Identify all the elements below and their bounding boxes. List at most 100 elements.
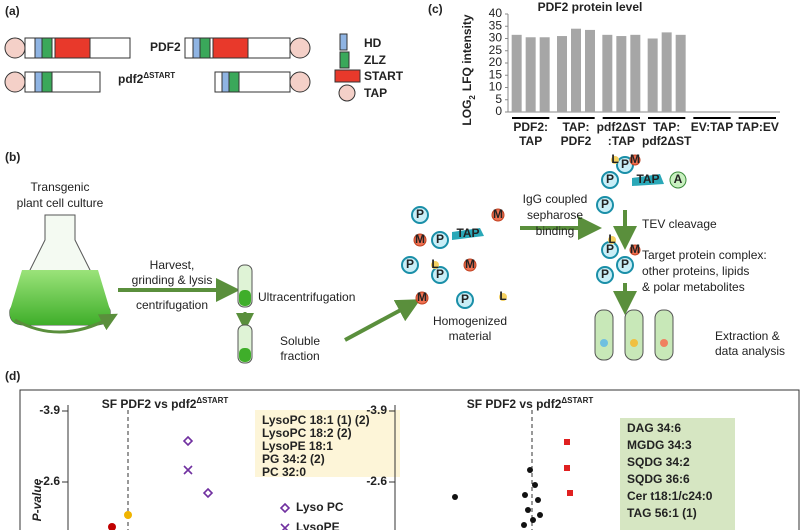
x-tick-label: PDF2: <box>513 120 548 134</box>
bar <box>557 36 567 112</box>
molecule-label: P <box>406 257 414 271</box>
y-tick-label: -2.6 <box>39 474 60 488</box>
domain-legend: TAP <box>364 86 387 100</box>
y-tick-label: -3.9 <box>39 403 60 417</box>
molecule-label: L <box>608 232 615 246</box>
lipid-label: Cer t18:1/c24:0 <box>627 489 713 503</box>
lipid-label: LysoPE 18:1 <box>262 439 333 453</box>
legend-label: Lyso PC <box>296 500 344 514</box>
lipid-label: LysoPC 18:1 (1) (2) <box>262 413 370 427</box>
y-tick-label: -2.6 <box>366 474 387 488</box>
molecule-label: TAP <box>456 226 479 240</box>
molecule-label: P <box>416 207 424 221</box>
x-tick-label: TAP <box>519 134 542 148</box>
molecule-label: TAP <box>636 172 659 186</box>
panel-label: (c) <box>428 2 443 16</box>
step-label: plant cell culture <box>17 196 104 210</box>
y-axis-label: P-value <box>30 478 44 521</box>
molecule-label: P <box>606 242 614 256</box>
y-tick-label: 15 <box>489 67 503 81</box>
step-label: binding <box>536 224 575 238</box>
workflow-drawing <box>9 154 687 364</box>
y-tick-label: 40 <box>489 6 503 20</box>
step-label: sepharose <box>527 208 583 222</box>
y-axis-label: LOG2 LFQ intensity <box>460 14 476 125</box>
molecule-label: M <box>630 242 640 256</box>
molecule-label: M <box>417 290 427 304</box>
construct-name: PDF2 <box>150 40 181 54</box>
volcano-title-main: SF PDF2 vs pdf2 <box>102 397 197 411</box>
y-tick-label: 20 <box>489 55 503 69</box>
bar <box>661 32 672 112</box>
step-label: grinding & lysis <box>132 273 213 287</box>
y-axis-label-main: LOG <box>460 100 474 126</box>
step-label: Harvest, <box>150 258 195 272</box>
molecule-label: P <box>436 232 444 246</box>
step-label: Target protein complex: <box>642 248 767 262</box>
x-tick-label: EV:TAP <box>691 120 733 134</box>
y-tick-label: 35 <box>489 18 503 32</box>
step-label: material <box>449 329 492 343</box>
molecule-label: P <box>436 267 444 281</box>
volcano-title: SF PDF2 vs pdf2ΔSTART <box>467 396 594 412</box>
step-label: IgG coupled <box>523 192 588 206</box>
construct-name-main: pdf2 <box>118 72 144 86</box>
bar <box>675 34 686 113</box>
step-label: TEV cleavage <box>642 217 717 231</box>
molecule-label: P <box>601 267 609 281</box>
y-tick-label: 5 <box>495 92 502 106</box>
bar <box>539 37 550 112</box>
chart-title: PDF2 protein level <box>538 0 643 14</box>
panel-label: (d) <box>5 369 20 383</box>
y-axis-label-rest: LFQ intensity <box>460 14 474 91</box>
x-tick-label: :TAP <box>608 134 635 148</box>
x-tick-label: pdf2ΔST <box>642 134 692 148</box>
step-label: Ultracentrifugation <box>258 290 355 304</box>
molecule-label: A <box>674 172 683 186</box>
molecule-label: L <box>611 152 618 166</box>
molecule-label: P <box>621 157 629 171</box>
step-label: data analysis <box>715 344 785 358</box>
step-label: Soluble <box>280 334 320 348</box>
constructs <box>4 33 361 102</box>
molecule-label: M <box>415 232 425 246</box>
y-tick-label: 30 <box>489 31 503 45</box>
bar <box>630 34 641 113</box>
x-tick-label: TAP: <box>653 120 680 134</box>
lipid-label: SQDG 34:2 <box>627 455 690 469</box>
y-tick-label: -3.9 <box>366 403 387 417</box>
molecule-label: P <box>621 257 629 271</box>
molecule-label: P <box>601 197 609 211</box>
construct-name: pdf2ΔSTART <box>118 71 175 87</box>
x-tick-label: TAP: <box>562 120 589 134</box>
step-label: Transgenic <box>31 180 90 194</box>
domain-legend: START <box>364 69 404 83</box>
bar <box>647 38 658 112</box>
x-tick-label: pdf2ΔST <box>597 120 647 134</box>
x-tick-label: PDF2 <box>561 134 592 148</box>
lipid-label: DAG 34:6 <box>627 421 681 435</box>
y-tick-label: 0 <box>495 104 502 118</box>
lipid-label: PC 32:0 <box>262 465 306 479</box>
lipid-label: LysoPC 18:2 (2) <box>262 426 352 440</box>
legend-label: LysoPE <box>296 520 340 530</box>
step-label: fraction <box>280 349 319 363</box>
bar <box>511 34 522 113</box>
molecule-label: M <box>630 152 640 166</box>
domain-legend: ZLZ <box>364 53 386 67</box>
step-label: centrifugation <box>136 298 208 312</box>
y-axis-label-sub: 2 <box>468 95 477 100</box>
step-label: other proteins, lipids <box>642 264 749 278</box>
panel-label: (b) <box>5 150 20 164</box>
molecule-label: L <box>431 257 438 271</box>
molecule-label: L <box>499 289 506 303</box>
y-tick-label: 25 <box>489 43 503 57</box>
volcano-title-sup: ΔSTART <box>561 396 593 405</box>
molecule-label: P <box>606 172 614 186</box>
y-tick-label: 10 <box>489 80 503 94</box>
volcano-title-main: SF PDF2 vs pdf2 <box>467 397 562 411</box>
volcano-title: SF PDF2 vs pdf2ΔSTART <box>102 396 229 412</box>
molecule-label: P <box>461 292 469 306</box>
molecule-label: M <box>493 207 503 221</box>
step-label: Homogenized <box>433 314 507 328</box>
